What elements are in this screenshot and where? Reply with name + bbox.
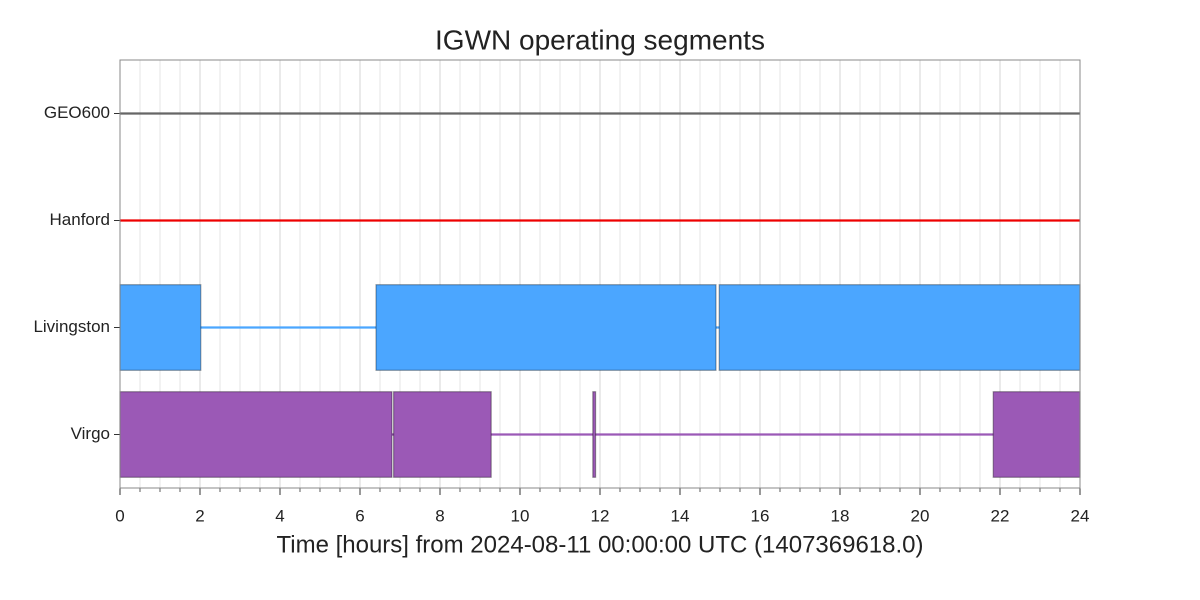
x-tick-label: 18 xyxy=(831,506,850,525)
active-segment xyxy=(718,284,1081,371)
active-segment xyxy=(375,284,717,371)
x-tick-label: 2 xyxy=(195,506,204,525)
x-tick-label: 12 xyxy=(591,506,610,525)
row-label: Livingston xyxy=(33,317,110,336)
chart-title: IGWN operating segments xyxy=(435,24,765,55)
x-tick-label: 4 xyxy=(275,506,284,525)
plot-frame xyxy=(119,59,1081,489)
x-axis-label: Time [hours] from 2024-08-11 00:00:00 UT… xyxy=(276,531,923,558)
x-tick-label: 0 xyxy=(115,506,124,525)
active-segment xyxy=(393,391,492,478)
active-segment xyxy=(119,391,393,478)
plot-area: 0 2 4 6 8 10 12 14 16 18 20 22 24GEO600HanfordLiving… xyxy=(33,59,1090,525)
x-tick-label: 10 xyxy=(511,506,530,525)
active-segment xyxy=(119,284,202,371)
x-tick-label: 24 xyxy=(1071,506,1090,525)
x-tick-label: 6 xyxy=(355,506,364,525)
x-tick-label: 20 xyxy=(911,506,930,525)
row-label: Virgo xyxy=(71,424,110,443)
x-tick-label: 8 xyxy=(435,506,444,525)
x-tick-label: 16 xyxy=(751,506,770,525)
x-tick-label: 14 xyxy=(671,506,690,525)
x-tick-label: 22 xyxy=(991,506,1010,525)
active-segment xyxy=(592,391,597,478)
active-segment xyxy=(992,391,1081,478)
row-label: GEO600 xyxy=(44,103,110,122)
row-label: Hanford xyxy=(50,210,110,229)
